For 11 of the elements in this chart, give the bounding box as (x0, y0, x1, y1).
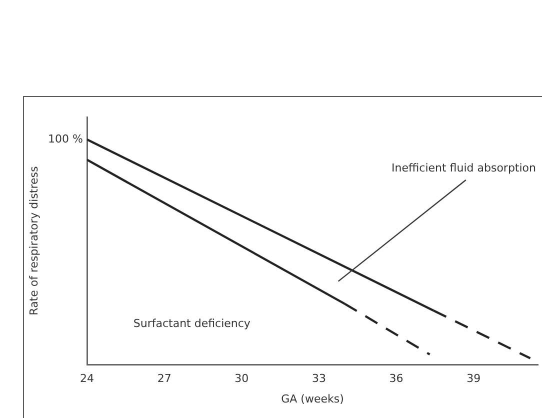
text: 100 % (48, 132, 83, 146)
x-tick-label: 36 (389, 372, 404, 386)
x-axis-title: GA (weeks) (281, 392, 344, 406)
x-tick-label: 39 (466, 372, 481, 386)
annotation: Inefficient fluid absorption (392, 161, 536, 174)
x-tick-label: 30 (234, 372, 249, 386)
annotation: Surfactant deficiency (133, 316, 251, 330)
x-tick-label: 27 (157, 372, 172, 386)
y-axis-title: Rate of respiratory distress (27, 166, 40, 316)
x-tick-label: 24 (80, 372, 94, 386)
x-tick-label: 33 (312, 372, 326, 386)
